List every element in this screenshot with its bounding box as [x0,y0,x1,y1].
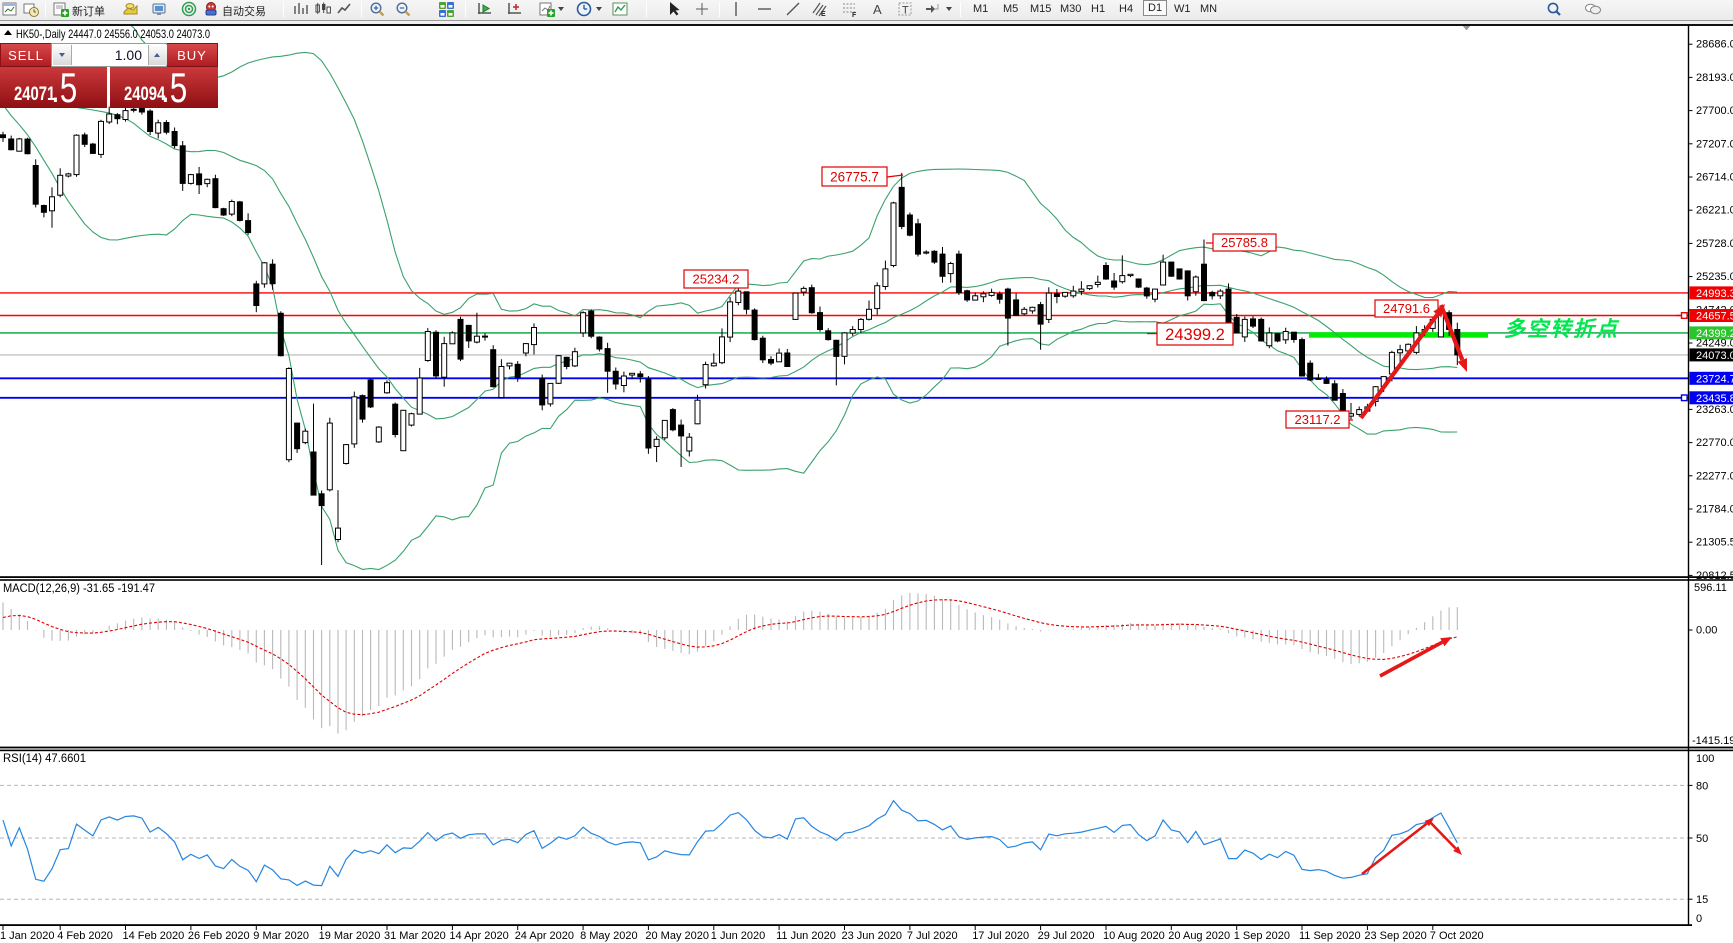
svg-text:596.11: 596.11 [1694,582,1727,594]
svg-text:-1415.19: -1415.19 [1692,735,1733,747]
svg-text:25785.8: 25785.8 [1221,235,1268,250]
svg-text:E: E [821,11,826,18]
svg-text:50: 50 [1696,833,1708,845]
svg-text:11 Sep 2020: 11 Sep 2020 [1299,930,1361,942]
svg-text:22277.0: 22277.0 [1696,470,1733,482]
svg-text:26 Feb 2020: 26 Feb 2020 [188,930,250,942]
svg-text:26221.0: 26221.0 [1696,205,1733,217]
svg-text:4 Feb 2020: 4 Feb 2020 [57,930,113,942]
svg-text:21784.0: 21784.0 [1696,504,1733,516]
svg-text:25728.0: 25728.0 [1696,238,1733,250]
svg-text:0.00: 0.00 [1696,625,1717,637]
svg-text:24657.5: 24657.5 [1696,311,1733,323]
svg-text:26775.7: 26775.7 [830,169,879,184]
svg-text:10 Aug 2020: 10 Aug 2020 [1103,930,1165,942]
svg-text:24399.2: 24399.2 [1165,326,1225,344]
svg-text:21305.5: 21305.5 [1696,537,1733,549]
svg-text:A: A [873,2,882,17]
svg-text:22770.0: 22770.0 [1696,437,1733,449]
svg-text:7 Jul 2020: 7 Jul 2020 [907,930,958,942]
svg-text:1 Sep 2020: 1 Sep 2020 [1234,930,1290,942]
svg-text:28686.0: 28686.0 [1696,39,1733,51]
svg-text:F: F [852,12,857,18]
svg-text:25234.2: 25234.2 [693,272,740,287]
svg-text:23435.8: 23435.8 [1696,393,1733,405]
svg-text:多空转折点: 多空转折点 [1504,317,1620,341]
svg-text:15: 15 [1696,894,1708,906]
svg-text:24 Apr 2020: 24 Apr 2020 [515,930,574,942]
svg-text:20812.5: 20812.5 [1696,570,1733,582]
svg-text:27700.0: 27700.0 [1696,105,1733,117]
svg-text:11 Jun 2020: 11 Jun 2020 [776,930,836,942]
svg-text:17 Jul 2020: 17 Jul 2020 [972,930,1029,942]
svg-text:1 Jun 2020: 1 Jun 2020 [711,930,765,942]
svg-text:27207.0: 27207.0 [1696,138,1733,150]
svg-text:25235.0: 25235.0 [1696,271,1733,283]
svg-text:1 Jan 2020: 1 Jan 2020 [0,930,54,942]
svg-text:28193.0: 28193.0 [1696,72,1733,84]
svg-text:14 Apr 2020: 14 Apr 2020 [449,930,508,942]
svg-text:24073.0: 24073.0 [1696,350,1733,362]
svg-text:23263.0: 23263.0 [1696,404,1733,416]
svg-text:14 Feb 2020: 14 Feb 2020 [123,930,185,942]
svg-text:8 May 2020: 8 May 2020 [580,930,637,942]
svg-text:9 Mar 2020: 9 Mar 2020 [253,930,309,942]
svg-text:23117.2: 23117.2 [1294,412,1340,427]
svg-text:24993.3: 24993.3 [1696,288,1733,300]
svg-text:23 Sep 2020: 23 Sep 2020 [1364,930,1426,942]
svg-text:24249.0: 24249.0 [1696,338,1733,350]
svg-text:23 Jun 2020: 23 Jun 2020 [842,930,903,942]
svg-text:29 Jul 2020: 29 Jul 2020 [1038,930,1095,942]
svg-text:100: 100 [1696,753,1714,765]
svg-text:23724.7: 23724.7 [1696,373,1733,385]
svg-text:24791.6: 24791.6 [1383,301,1430,316]
svg-text:26714.0: 26714.0 [1696,172,1733,184]
svg-text:20 May 2020: 20 May 2020 [645,930,709,942]
svg-text:19 Mar 2020: 19 Mar 2020 [319,930,381,942]
svg-text:31 Mar 2020: 31 Mar 2020 [384,930,446,942]
svg-text:7 Oct 2020: 7 Oct 2020 [1430,930,1484,942]
svg-text:HK50-,Daily 24447.0 24556.0 2: HK50-,Daily 24447.0 24556.0 24053.0 2407… [16,27,210,41]
svg-text:0: 0 [1696,913,1702,925]
svg-text:24399.2: 24399.2 [1696,328,1733,340]
svg-text:80: 80 [1696,780,1708,792]
svg-text:RSI(14) 47.6601: RSI(14) 47.6601 [3,753,86,765]
svg-text:T: T [902,5,909,17]
svg-text:MACD(12,26,9) -31.65 -191.47: MACD(12,26,9) -31.65 -191.47 [3,583,155,595]
svg-text:20 Aug 2020: 20 Aug 2020 [1168,930,1230,942]
